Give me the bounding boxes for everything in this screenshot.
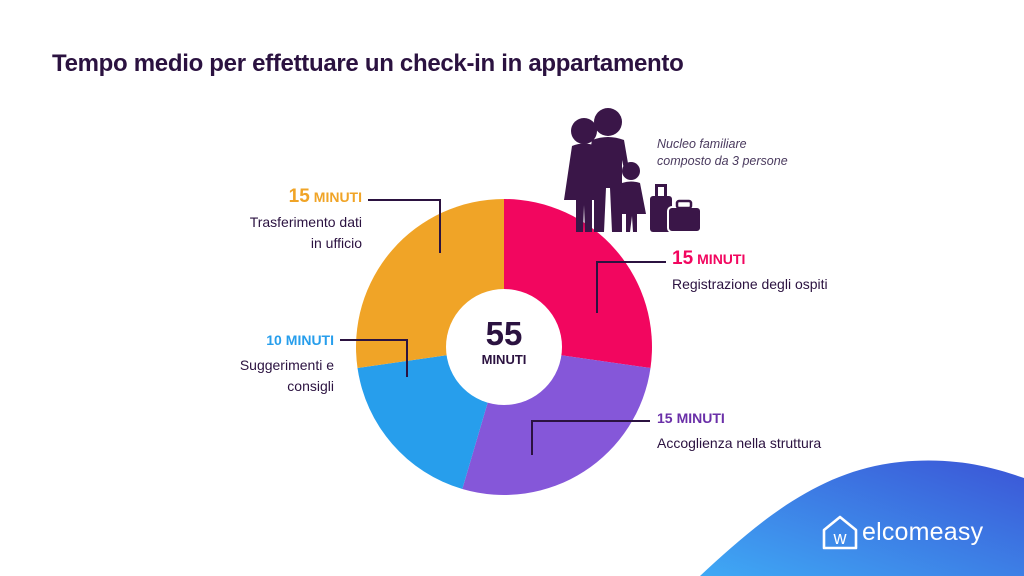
family-note: Nucleo familiare composto da 3 persone [657, 136, 817, 170]
label-trasferimento-value: 15 [288, 186, 310, 207]
label-suggerimenti-desc-2: consigli [287, 378, 334, 394]
label-registrazione-unit: MINUTI [697, 251, 746, 267]
family-icon [564, 108, 702, 233]
label-trasferimento: 15 MINUTI Trasferimento dati in ufficio [200, 186, 362, 254]
label-trasferimento-desc-2: in ufficio [310, 235, 362, 251]
label-accoglienza-desc: Accoglienza nella struttura [657, 435, 822, 451]
label-accoglienza-unit: MINUTI [676, 410, 725, 426]
leader-line-trasferimento [368, 199, 441, 253]
brand-name: elcomeasy [862, 517, 984, 546]
label-registrazione: 15 MINUTI Registrazione degli ospiti [672, 248, 828, 295]
total-unit: MINUTI [481, 352, 527, 367]
chart-title: Tempo medio per effettuare un check-in i… [52, 50, 684, 77]
label-registrazione-value: 15 [672, 248, 694, 269]
label-accoglienza-value: 15 [657, 410, 673, 426]
label-suggerimenti-desc-1: Suggerimenti e [239, 357, 334, 373]
leader-line-accoglienza [531, 420, 650, 455]
family-note-line-1: Nucleo familiare [657, 137, 747, 151]
pie-center-hole [446, 289, 562, 405]
label-suggerimenti-unit: MINUTI [285, 332, 334, 348]
label-suggerimenti-value: 10 [266, 332, 282, 348]
family-note-line-2: composto da 3 persone [657, 154, 788, 168]
total-value: 55 [485, 315, 523, 352]
label-accoglienza: 15 MINUTI Accoglienza nella struttura [657, 408, 821, 454]
brand-letter: w [833, 528, 848, 548]
leader-line-registrazione [596, 261, 666, 313]
label-trasferimento-desc-1: Trasferimento dati [249, 214, 362, 230]
label-suggerimenti: 10 MINUTI Suggerimenti e consigli [200, 330, 334, 397]
house-w-icon: w [822, 515, 858, 550]
leader-line-suggerimenti [340, 339, 408, 377]
pie-center-total: 55 MINUTI [446, 316, 562, 368]
label-registrazione-desc: Registrazione degli ospiti [672, 276, 828, 292]
label-trasferimento-unit: MINUTI [313, 189, 362, 205]
brand-logo: w elcomeasy [820, 512, 983, 552]
